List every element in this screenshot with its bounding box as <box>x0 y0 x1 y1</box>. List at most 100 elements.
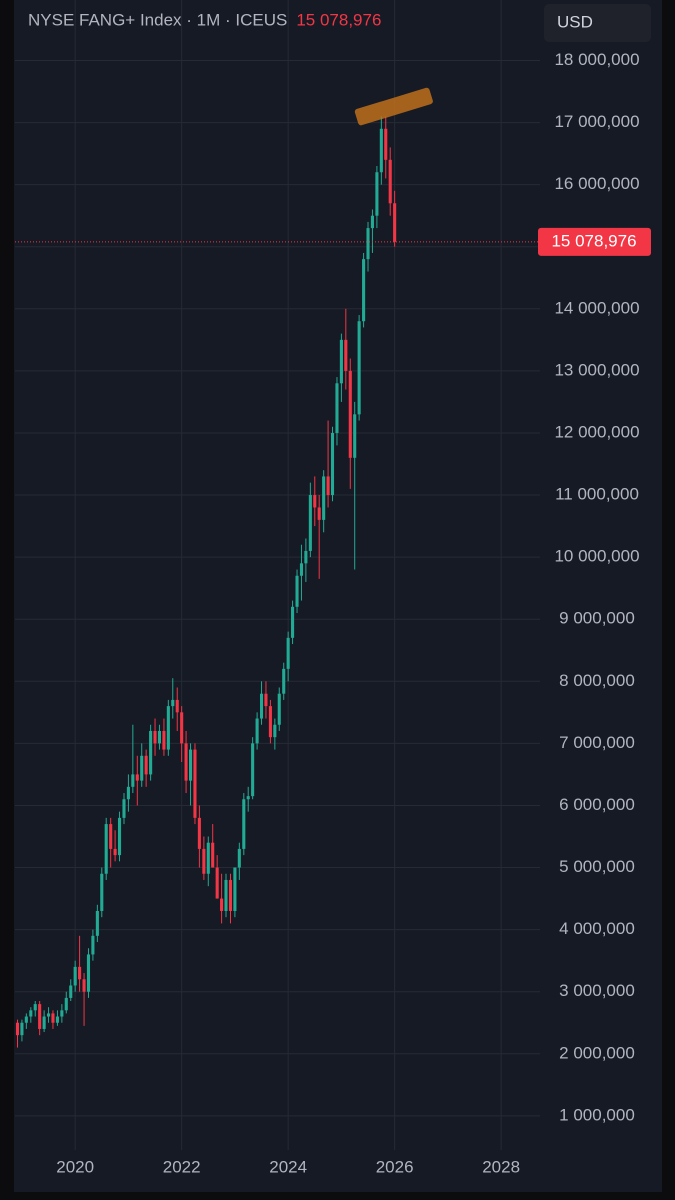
candle-body <box>95 910 99 936</box>
candle-body <box>135 774 139 781</box>
candle-body <box>384 128 388 160</box>
y-tick-label: 7 000,000 <box>559 733 635 752</box>
grid <box>15 0 540 1150</box>
y-tick-label: 9 000,000 <box>559 609 635 628</box>
candle-body <box>322 476 326 520</box>
candle-body <box>78 966 82 980</box>
highlight-stroke <box>354 87 433 126</box>
candle-body <box>153 730 157 744</box>
candle-body <box>353 414 357 458</box>
chart-panel <box>14 0 662 1192</box>
candle-body <box>51 1013 55 1023</box>
y-tick-label: 12 000,000 <box>554 422 639 441</box>
candle-body <box>189 749 193 781</box>
y-tick-label: 2 000,000 <box>559 1043 635 1062</box>
candle-body <box>69 985 73 998</box>
axis-labels: 1 000,000 2 000,000 3 000,000 4 000,000 5 00… <box>56 50 651 1176</box>
last-price-label: 15 078,976 <box>551 231 636 250</box>
candle-body <box>33 1004 37 1011</box>
candle-body <box>291 606 295 638</box>
candle-body <box>140 755 144 781</box>
x-tick-label: 2026 <box>376 1157 414 1176</box>
candle-body <box>104 824 108 874</box>
candle-body <box>184 743 188 781</box>
candle-body <box>15 1022 20 1036</box>
candle-body <box>166 706 170 750</box>
y-tick-label: 18 000,000 <box>554 50 639 69</box>
candle-body <box>375 172 379 216</box>
chart-title: NYSE FANG+ Index · 1M · ICEUS <box>28 10 287 29</box>
candle-body <box>339 339 343 384</box>
y-tick-label: 13 000,000 <box>554 360 639 379</box>
y-tick-label: 11 000,000 <box>555 485 639 504</box>
candle-body <box>228 879 233 911</box>
candle-body <box>282 668 286 694</box>
y-tick-label: 16 000,000 <box>554 174 639 193</box>
candle-body <box>268 706 272 738</box>
candle-body <box>224 879 228 911</box>
y-tick-label: 6 000,000 <box>559 795 635 814</box>
candle-body <box>193 749 197 818</box>
candle-body <box>171 699 175 707</box>
candle-body <box>299 563 304 576</box>
candle-body <box>86 954 91 992</box>
candle-body <box>335 383 339 433</box>
candle-body <box>100 873 104 911</box>
candle-body <box>357 321 361 415</box>
candle-body <box>326 476 330 496</box>
candle-body <box>126 786 130 800</box>
candle-body <box>157 730 162 744</box>
candle-body <box>330 432 335 496</box>
candle-body <box>24 1016 28 1023</box>
candle-body <box>149 730 153 775</box>
candle-body <box>393 203 397 242</box>
x-tick-label: 2022 <box>163 1157 201 1176</box>
candle-body <box>175 699 179 713</box>
candle-body <box>144 755 148 775</box>
candle-body <box>379 128 383 173</box>
candle-body <box>82 979 86 992</box>
candle-body <box>117 817 122 856</box>
candle-body <box>308 495 312 551</box>
currency[interactable]: USD <box>557 12 593 31</box>
y-tick-label: 10 000,000 <box>554 547 639 566</box>
x-tick-label: 2024 <box>269 1157 307 1176</box>
candle-body <box>29 1010 33 1017</box>
candle-body <box>206 842 210 874</box>
candle-body <box>197 817 201 849</box>
candle-body <box>251 743 255 797</box>
y-tick-label: 3 000,000 <box>559 981 635 1000</box>
candle-body <box>38 1004 42 1029</box>
candle-body <box>113 848 117 856</box>
candle-body <box>370 215 374 229</box>
candle-body <box>304 550 308 564</box>
candle-body <box>313 495 317 508</box>
candle-body <box>388 159 392 204</box>
y-tick-label: 4 000,000 <box>559 919 635 938</box>
candle-body <box>344 339 348 371</box>
candle-body <box>162 730 166 750</box>
candle-body <box>362 259 366 322</box>
title-price: 15 078,976 <box>296 10 381 29</box>
candle-body <box>215 867 219 899</box>
candle-body <box>64 997 68 1011</box>
candle-body <box>211 842 215 868</box>
candle-body <box>348 370 352 458</box>
candle-body <box>295 575 299 607</box>
currency-button[interactable] <box>544 4 651 42</box>
x-tick-label: 2028 <box>482 1157 520 1176</box>
candle-body <box>264 693 268 707</box>
candle-body <box>180 712 184 744</box>
candle-body <box>55 1016 59 1023</box>
candle-body <box>317 507 321 520</box>
candle-body <box>255 718 259 744</box>
last-price-box <box>538 227 651 256</box>
candle-body <box>259 693 264 719</box>
candle-body <box>246 796 250 800</box>
candle-body <box>91 935 95 955</box>
y-tick-label: 5 000,000 <box>559 857 635 876</box>
candle-body <box>273 724 277 738</box>
y-tick-label: 17 000,000 <box>554 112 639 131</box>
